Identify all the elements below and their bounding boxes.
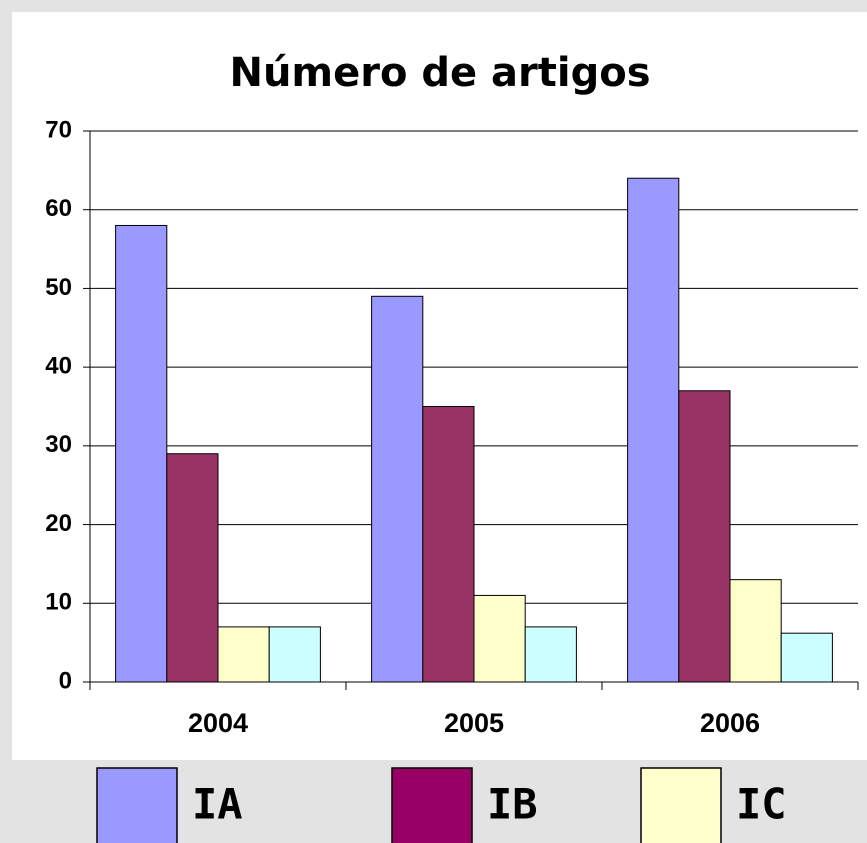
chart-title: Número de artigos — [229, 50, 650, 96]
y-tick-label: 70 — [45, 116, 72, 143]
legend-label: IB — [487, 780, 538, 829]
bar — [780, 632, 833, 683]
x-tick-label: 2005 — [444, 708, 504, 738]
y-tick-label: 20 — [45, 510, 72, 537]
bar — [268, 626, 321, 683]
bar — [473, 594, 526, 683]
legend-swatch — [391, 767, 473, 843]
y-tick-label: 50 — [45, 274, 72, 301]
y-tick-label: 30 — [45, 431, 72, 458]
bar — [524, 626, 577, 683]
y-tick-label: 0 — [59, 667, 72, 694]
legend-swatch — [96, 767, 178, 843]
y-tick-label: 40 — [45, 352, 72, 379]
bar — [217, 626, 270, 683]
legend-label: IC — [736, 780, 787, 829]
x-tick-label: 2006 — [700, 708, 760, 738]
bar — [678, 390, 731, 683]
y-tick-label: 60 — [45, 195, 72, 222]
bar — [627, 177, 680, 683]
y-tick-label: 10 — [45, 589, 72, 616]
bar — [115, 224, 168, 683]
legend-swatch — [640, 767, 722, 843]
bar — [422, 406, 475, 683]
bar — [729, 579, 782, 683]
x-tick-label: 2004 — [188, 708, 248, 738]
bar — [371, 295, 424, 683]
legend-label: IA — [192, 780, 243, 829]
bar — [166, 453, 219, 683]
